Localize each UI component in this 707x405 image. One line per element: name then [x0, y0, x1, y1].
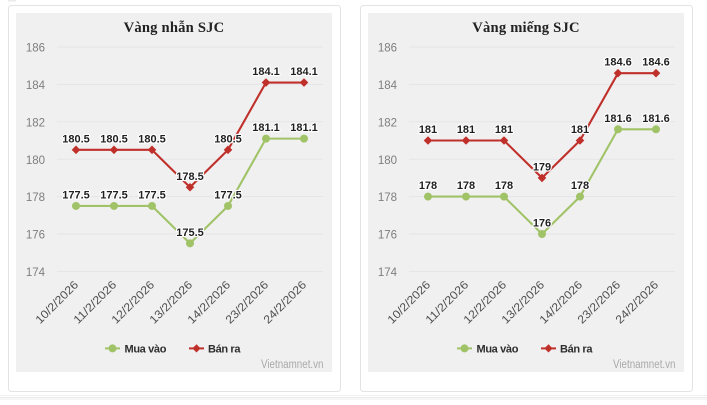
svg-text:181.6: 181.6	[604, 113, 632, 125]
svg-text:177.5: 177.5	[100, 189, 128, 201]
svg-text:177.5: 177.5	[62, 189, 90, 201]
svg-text:180: 180	[26, 155, 45, 167]
svg-text:180.5: 180.5	[138, 133, 166, 145]
svg-text:178: 178	[571, 180, 589, 192]
svg-text:178: 178	[419, 180, 437, 192]
svg-text:176: 176	[533, 218, 551, 230]
svg-text:181.1: 181.1	[290, 122, 318, 134]
svg-text:178.5: 178.5	[176, 171, 204, 183]
svg-text:181: 181	[571, 124, 589, 136]
svg-text:184: 184	[26, 80, 46, 92]
svg-text:Vietnamnet.vn: Vietnamnet.vn	[613, 359, 676, 371]
svg-text:177.5: 177.5	[214, 189, 242, 201]
svg-text:178: 178	[378, 192, 397, 204]
svg-text:174: 174	[378, 267, 398, 279]
svg-text:186: 186	[378, 43, 397, 55]
svg-text:184.1: 184.1	[290, 66, 318, 78]
svg-text:174: 174	[26, 267, 46, 279]
svg-text:180: 180	[378, 155, 397, 167]
svg-text:184.1: 184.1	[252, 66, 280, 78]
svg-text:181: 181	[457, 124, 475, 136]
svg-text:186: 186	[26, 43, 45, 55]
svg-text:181: 181	[495, 124, 513, 136]
svg-text:181: 181	[419, 124, 437, 136]
svg-text:176: 176	[378, 230, 397, 242]
svg-text:178: 178	[26, 192, 45, 204]
svg-text:177.5: 177.5	[138, 189, 166, 201]
svg-text:180.5: 180.5	[100, 133, 128, 145]
svg-text:Mua vào: Mua vào	[125, 344, 167, 356]
svg-text:Vàng miếng SJC: Vàng miếng SJC	[472, 20, 579, 36]
svg-text:184: 184	[378, 80, 398, 92]
svg-text:184.6: 184.6	[642, 57, 670, 69]
svg-text:182: 182	[26, 117, 45, 129]
svg-text:181.6: 181.6	[642, 113, 670, 125]
svg-text:178: 178	[457, 180, 475, 192]
svg-text:182: 182	[378, 117, 397, 129]
svg-text:Bán ra: Bán ra	[560, 344, 593, 356]
svg-text:184.6: 184.6	[604, 57, 632, 69]
svg-text:178: 178	[495, 180, 513, 192]
svg-text:176: 176	[26, 230, 45, 242]
svg-text:Bán ra: Bán ra	[208, 344, 241, 356]
svg-text:175.5: 175.5	[176, 227, 204, 239]
svg-text:180.5: 180.5	[62, 133, 90, 145]
svg-text:Vàng nhẫn SJC: Vàng nhẫn SJC	[124, 20, 225, 36]
svg-text:Vietnamnet.vn: Vietnamnet.vn	[261, 359, 324, 371]
svg-text:181.1: 181.1	[252, 122, 280, 134]
svg-text:Mua vào: Mua vào	[477, 344, 519, 356]
svg-text:179: 179	[533, 161, 551, 173]
svg-text:180.5: 180.5	[214, 133, 242, 145]
